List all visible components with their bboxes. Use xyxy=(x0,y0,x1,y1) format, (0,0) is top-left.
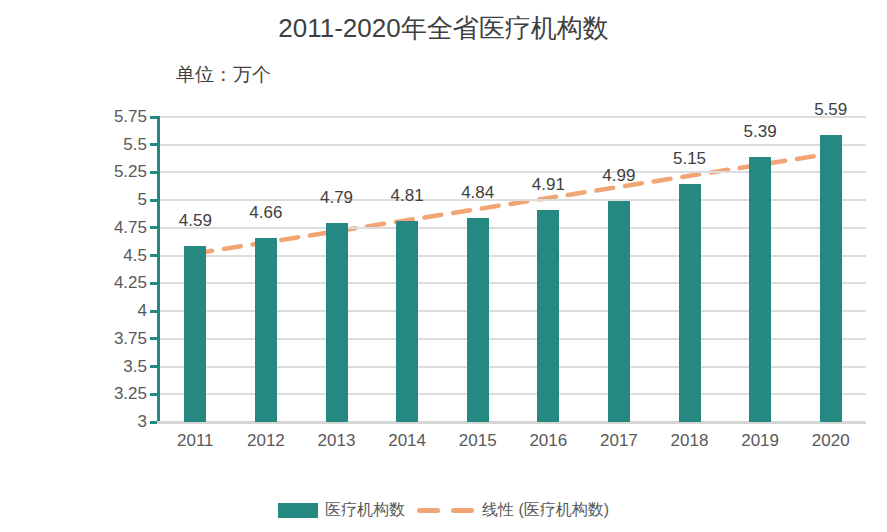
bar xyxy=(184,246,206,422)
y-axis-tick xyxy=(150,254,157,257)
plot-area: 33.253.53.7544.254.54.7555.255.55.754.59… xyxy=(160,117,866,422)
x-tick-label: 2018 xyxy=(655,431,725,451)
legend: 医疗机构数 线性 (医疗机构数) xyxy=(0,496,887,524)
bar-value-label: 5.39 xyxy=(728,122,792,142)
bar xyxy=(537,210,559,422)
y-tick-label: 3.75 xyxy=(95,329,147,349)
x-tick-label: 2016 xyxy=(513,431,583,451)
x-tick-label: 2014 xyxy=(372,431,442,451)
bar-value-label: 4.66 xyxy=(234,203,298,223)
bar-value-label: 5.59 xyxy=(799,100,863,120)
legend-line-label: 线性 (医疗机构数) xyxy=(482,500,609,521)
y-tick-label: 5.75 xyxy=(95,107,147,127)
bar-value-label: 4.84 xyxy=(446,183,510,203)
bar-value-label: 4.99 xyxy=(587,166,651,186)
y-tick-label: 3.25 xyxy=(95,384,147,404)
y-axis-tick xyxy=(150,171,157,174)
gridline xyxy=(160,144,866,146)
y-tick-label: 3.5 xyxy=(95,357,147,377)
bar-value-label: 4.79 xyxy=(305,188,369,208)
gridline xyxy=(160,116,866,118)
y-tick-label: 4.75 xyxy=(95,218,147,238)
x-tick-label: 2013 xyxy=(302,431,372,451)
x-tick-label: 2011 xyxy=(160,431,230,451)
y-axis-tick xyxy=(150,226,157,229)
y-tick-label: 5.5 xyxy=(95,135,147,155)
y-axis-tick xyxy=(150,310,157,313)
chart-title: 2011-2020年全省医疗机构数 xyxy=(0,11,887,46)
y-tick-label: 3 xyxy=(95,412,147,432)
y-tick-label: 4.5 xyxy=(95,246,147,266)
legend-dash-icon xyxy=(417,508,440,513)
y-axis-tick xyxy=(150,365,157,368)
legend-bar-swatch xyxy=(278,503,318,518)
y-tick-label: 5.25 xyxy=(95,162,147,182)
x-tick-label: 2019 xyxy=(725,431,795,451)
y-axis-tick xyxy=(150,116,157,119)
x-tick-label: 2015 xyxy=(443,431,513,451)
x-tick-label: 2012 xyxy=(231,431,301,451)
bar xyxy=(396,221,418,422)
bar xyxy=(749,157,771,422)
legend-line-swatch xyxy=(417,508,474,513)
y-axis-tick xyxy=(150,282,157,285)
y-axis-tick xyxy=(150,199,157,202)
x-tick-label: 2017 xyxy=(584,431,654,451)
legend-dash-icon xyxy=(451,508,474,513)
x-tick-label: 2020 xyxy=(796,431,866,451)
bar xyxy=(326,223,348,422)
bar xyxy=(679,184,701,422)
bar-value-label: 4.91 xyxy=(516,175,580,195)
y-axis-tick xyxy=(150,393,157,396)
y-axis-tick xyxy=(150,421,157,424)
unit-label: 单位：万个 xyxy=(176,62,271,88)
bar xyxy=(608,201,630,422)
y-axis-tick xyxy=(150,143,157,146)
bar-value-label: 5.15 xyxy=(658,149,722,169)
bar xyxy=(467,218,489,422)
bar-value-label: 4.59 xyxy=(163,211,227,231)
y-tick-label: 4 xyxy=(95,301,147,321)
y-tick-label: 4.25 xyxy=(95,273,147,293)
bar xyxy=(820,135,842,422)
y-tick-label: 5 xyxy=(95,190,147,210)
legend-bar-label: 医疗机构数 xyxy=(325,500,405,521)
y-axis-tick xyxy=(150,337,157,340)
bar-value-label: 4.81 xyxy=(375,186,439,206)
bar xyxy=(255,238,277,422)
